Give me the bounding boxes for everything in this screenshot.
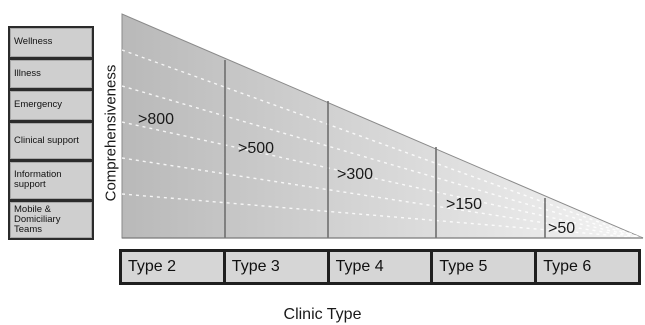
clinic-type-2: Type 2 xyxy=(122,252,223,282)
service-guide-lines xyxy=(122,49,643,238)
clinic-type-4: Type 4 xyxy=(329,252,431,282)
threshold-type-3: >500 xyxy=(238,140,274,157)
threshold-type-5: >150 xyxy=(446,196,482,213)
threshold-type-4: >300 xyxy=(337,166,373,183)
service-item-emergency: Emergency xyxy=(10,91,92,120)
service-item-mobile-domiciliary: Mobile & Domiciliary Teams xyxy=(10,201,92,238)
clinic-type-3: Type 3 xyxy=(225,252,327,282)
threshold-type-6: >50 xyxy=(548,220,575,237)
triangle-shape xyxy=(121,13,644,239)
service-item-wellness: Wellness xyxy=(10,28,92,57)
service-item-illness: Illness xyxy=(10,59,92,89)
service-item-information-support: Information support xyxy=(10,162,92,199)
threshold-type-2: >800 xyxy=(138,111,174,128)
clinic-type-5: Type 5 xyxy=(433,252,535,282)
x-axis-label: Clinic Type xyxy=(283,306,362,323)
clinic-type-bar: Type 2 Type 3 Type 4 Type 5 Type 6 xyxy=(119,249,641,285)
clinic-type-6: Type 6 xyxy=(537,252,638,282)
service-legend: Wellness Illness Emergency Clinical supp… xyxy=(8,26,94,240)
service-item-clinical-support: Clinical support xyxy=(10,122,92,160)
type-dividers xyxy=(224,60,546,238)
